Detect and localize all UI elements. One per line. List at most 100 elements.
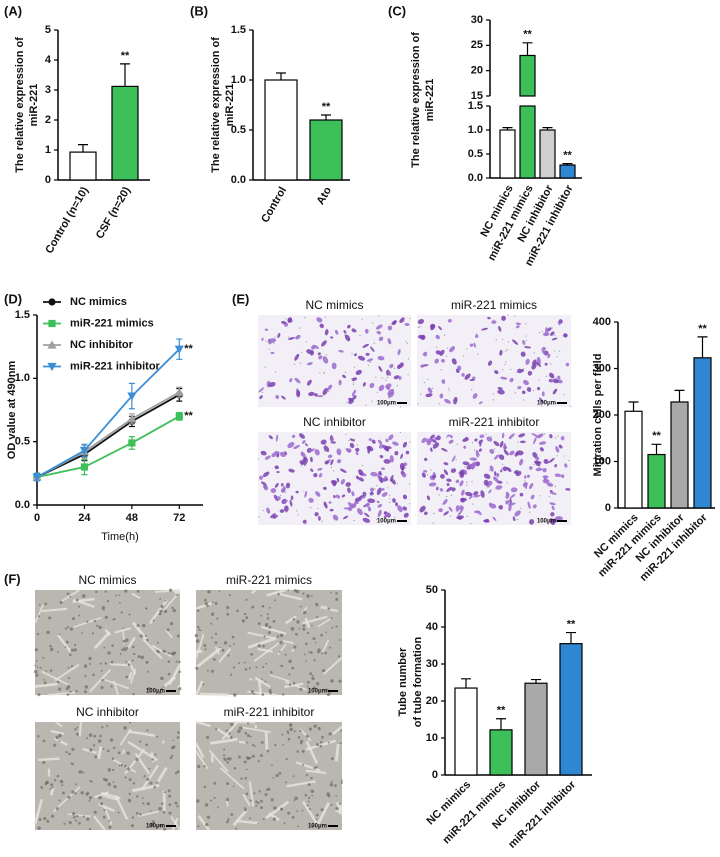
pore [351,353,353,355]
pore [478,454,481,456]
cell [426,495,430,501]
cell [321,652,324,655]
tube [93,815,106,831]
pore [475,333,477,335]
bar [499,129,516,179]
pore [388,397,390,399]
pore [529,511,531,513]
tube [282,639,294,645]
cell [325,631,328,634]
cell [70,665,74,668]
cell [280,808,283,811]
error-bar [697,336,708,358]
cell [499,441,504,448]
y-axis-label: of tube formation [412,637,424,728]
cell [448,506,453,512]
cell [85,793,89,796]
cell [451,358,457,365]
y-tick-label: 30 [471,14,483,26]
pore [505,350,507,352]
cell [78,821,81,825]
y-tick-label: 0 [605,502,611,514]
cell [93,744,96,747]
cell [475,449,480,458]
tube [137,810,160,817]
cell [329,782,334,787]
cell [499,349,503,356]
cell [313,766,317,770]
cell [323,486,327,490]
pore [409,441,411,443]
pore [353,366,356,368]
pore [502,338,504,341]
cell [474,438,478,442]
pore [257,458,259,460]
pore [352,383,355,386]
tube [195,601,213,610]
cell [314,393,318,397]
cell [347,487,351,494]
pore [430,469,432,471]
cell [244,808,248,812]
cell [174,772,178,775]
pore [435,486,437,488]
cell [145,660,149,664]
cell [423,470,428,473]
cell [155,781,158,784]
cell [365,502,370,507]
cell [75,690,78,693]
cell [552,378,559,384]
cell [149,781,153,785]
cell [299,433,305,439]
cell [249,735,252,738]
cell [308,448,316,453]
cell [446,434,451,437]
cell [441,447,448,452]
cell [320,740,323,744]
pore [324,450,326,452]
pore [268,348,270,350]
cell [156,649,159,653]
pore [321,520,323,522]
point [47,362,57,372]
cell [441,358,445,363]
cell [542,475,549,479]
cell [267,787,271,791]
pore [357,508,360,510]
cell [464,373,471,380]
cell [291,666,295,670]
cell [166,628,170,632]
point [48,319,56,328]
cell [310,776,313,780]
cell [118,594,121,596]
cell [168,794,172,798]
y-tick-label: 300 [593,362,611,374]
pore [399,431,401,433]
tube [323,656,343,675]
pore [505,361,507,363]
cell [260,799,263,803]
cell [469,457,478,461]
cell [554,473,562,478]
pore [352,382,355,384]
cell [401,473,407,478]
y-tick-label: 30 [426,658,438,670]
pore [508,499,510,502]
cell [232,785,235,788]
y-tick-label: 0.0 [231,174,246,186]
cell [420,334,426,341]
cell [207,590,211,594]
pore [281,485,284,487]
cell [342,515,349,520]
cell [304,793,308,797]
bar [647,453,666,509]
cell [68,752,71,756]
cell [107,782,112,787]
cell [128,792,131,796]
cell [65,751,68,754]
cell [351,328,357,333]
pore [548,495,550,498]
pore [433,512,435,514]
cell [440,473,445,479]
cell [62,791,65,795]
